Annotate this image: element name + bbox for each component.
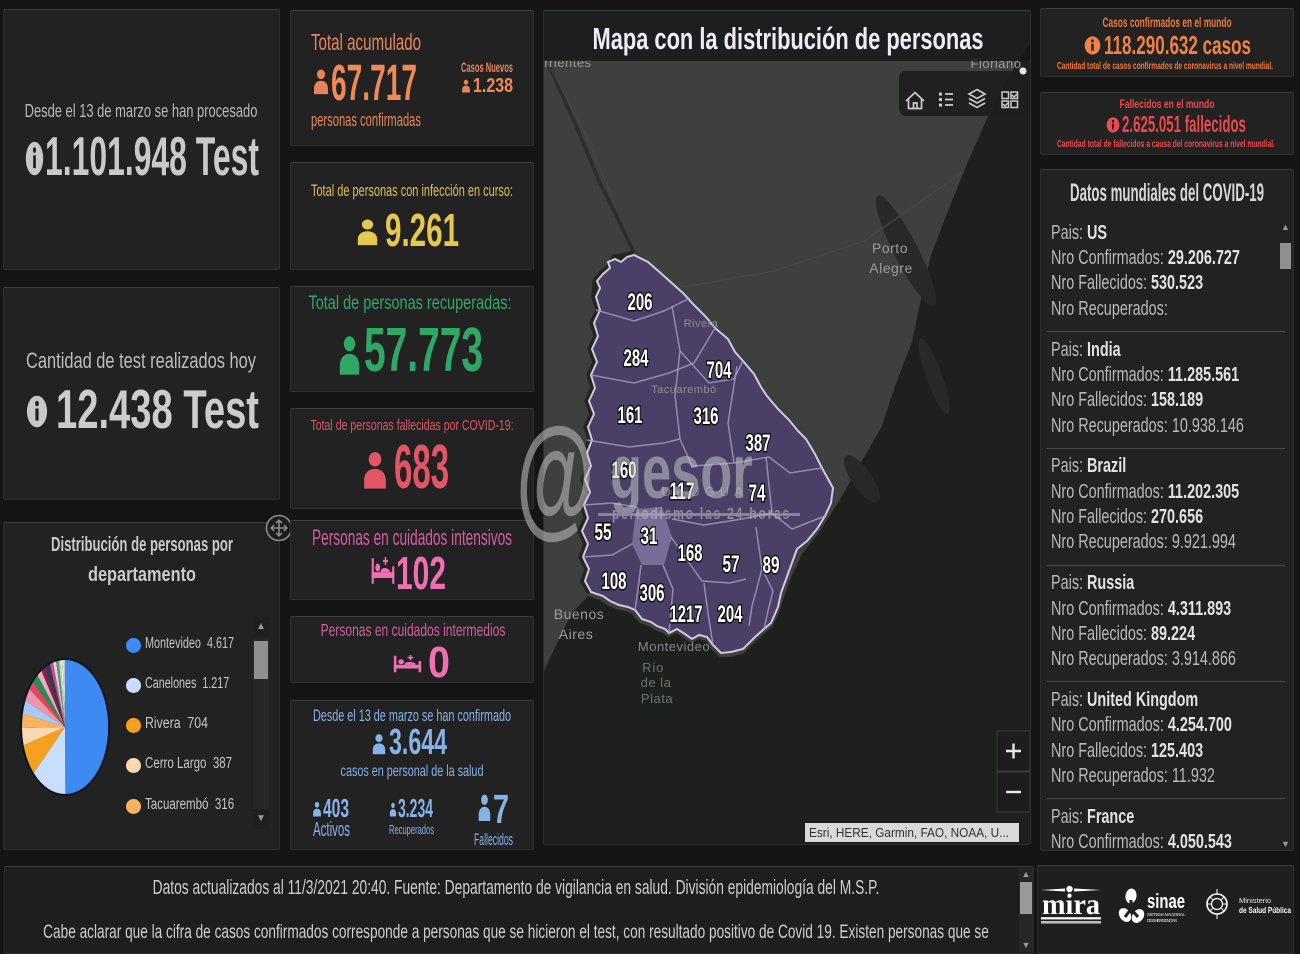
svg-text:Río: Río: [642, 660, 664, 675]
svg-text:Rivera: Rivera: [684, 318, 719, 330]
svg-text:Porto: Porto: [872, 240, 908, 256]
svg-text:306: 306: [640, 580, 665, 607]
svg-text:74: 74: [749, 480, 766, 507]
svg-text:108: 108: [602, 568, 627, 595]
svg-text:387: 387: [746, 430, 771, 457]
svg-text:204: 204: [718, 601, 743, 628]
svg-text:206: 206: [628, 289, 653, 316]
svg-text:Ministerio: Ministerio: [1239, 896, 1271, 905]
svg-text:Buenos: Buenos: [554, 606, 604, 622]
svg-text:57: 57: [723, 551, 740, 578]
svg-text:mira: mira: [1042, 888, 1100, 921]
svg-text:89: 89: [763, 552, 780, 579]
svg-text:sinae: sinae: [1147, 891, 1185, 913]
svg-text:284: 284: [624, 345, 649, 372]
svg-text:Alegre: Alegre: [869, 260, 912, 276]
svg-text:704: 704: [707, 357, 732, 384]
svg-text:de la: de la: [641, 675, 672, 690]
svg-text:de Salud Pública: de Salud Pública: [1239, 905, 1291, 915]
svg-text:DE EMERGENCIAS: DE EMERGENCIAS: [1147, 918, 1177, 923]
svg-text:Plata: Plata: [641, 691, 673, 706]
svg-text:31: 31: [641, 523, 658, 550]
svg-text:Aires: Aires: [559, 626, 593, 642]
svg-text:URUGUAY: URUGUAY: [661, 484, 760, 499]
svg-text:161: 161: [618, 402, 643, 429]
svg-text:117: 117: [670, 478, 695, 505]
svg-text:1217: 1217: [670, 601, 703, 628]
svg-text:Montevideo: Montevideo: [638, 639, 710, 654]
svg-text:160: 160: [612, 457, 637, 484]
svg-text:Tacuarembó: Tacuarembó: [651, 384, 717, 396]
svg-text:Mapa con la distribución de pe: Mapa con la distribución de personas: [593, 21, 984, 56]
svg-text:316: 316: [694, 403, 719, 430]
svg-text:SISTEMA NACIONAL: SISTEMA NACIONAL: [1147, 912, 1186, 917]
svg-text:168: 168: [678, 540, 703, 567]
svg-text:55: 55: [595, 519, 612, 546]
svg-text:Esri, HERE, Garmin, FAO, NOAA,: Esri, HERE, Garmin, FAO, NOAA, U...: [809, 826, 1009, 840]
